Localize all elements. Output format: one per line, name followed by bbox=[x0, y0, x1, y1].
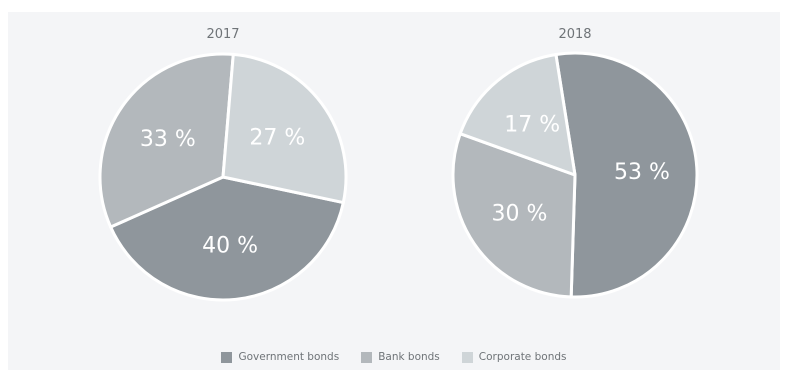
pie-slice-label: 33 % bbox=[140, 127, 196, 152]
legend-label-corporate-bonds: Corporate bonds bbox=[478, 351, 567, 363]
pie-slice-label: 53 % bbox=[614, 160, 670, 185]
legend-item-bank-bonds: Bank bonds bbox=[361, 351, 440, 363]
legend: Government bonds Bank bonds Corporate bo… bbox=[0, 348, 788, 366]
legend-label-bank-bonds: Bank bonds bbox=[378, 351, 440, 363]
legend-label-government-bonds: Government bonds bbox=[238, 351, 340, 363]
pie-title: 2017 bbox=[206, 27, 239, 42]
pie-slice-corporate-bonds bbox=[221, 52, 348, 205]
pie-chart-2018: 2018 53 % 30 % 17 % bbox=[451, 27, 699, 299]
pie-slice-label: 40 % bbox=[202, 233, 258, 258]
pie-slice-government-bonds bbox=[109, 175, 345, 302]
pie-slice-bank-bonds bbox=[98, 52, 235, 229]
legend-swatch-government-bonds bbox=[221, 351, 233, 363]
pie-slice-bank-bonds bbox=[451, 132, 577, 299]
legend-item-government-bonds: Government bonds bbox=[221, 351, 339, 363]
pie-slice-corporate-bonds bbox=[458, 53, 577, 177]
pie-chart-2017: 2017 40 % 33 % 27 % bbox=[98, 27, 348, 302]
pie-slice-government-bonds bbox=[554, 51, 699, 299]
pie-slice-label: 17 % bbox=[504, 112, 560, 137]
pie-slice-label: 27 % bbox=[249, 126, 305, 151]
legend-item-corporate-bonds: Corporate bonds bbox=[461, 351, 567, 363]
pie-title: 2018 bbox=[558, 27, 591, 42]
legend-swatch-corporate-bonds bbox=[461, 351, 473, 363]
legend-swatch-bank-bonds bbox=[361, 351, 373, 363]
pie-slice-label: 30 % bbox=[492, 202, 548, 227]
